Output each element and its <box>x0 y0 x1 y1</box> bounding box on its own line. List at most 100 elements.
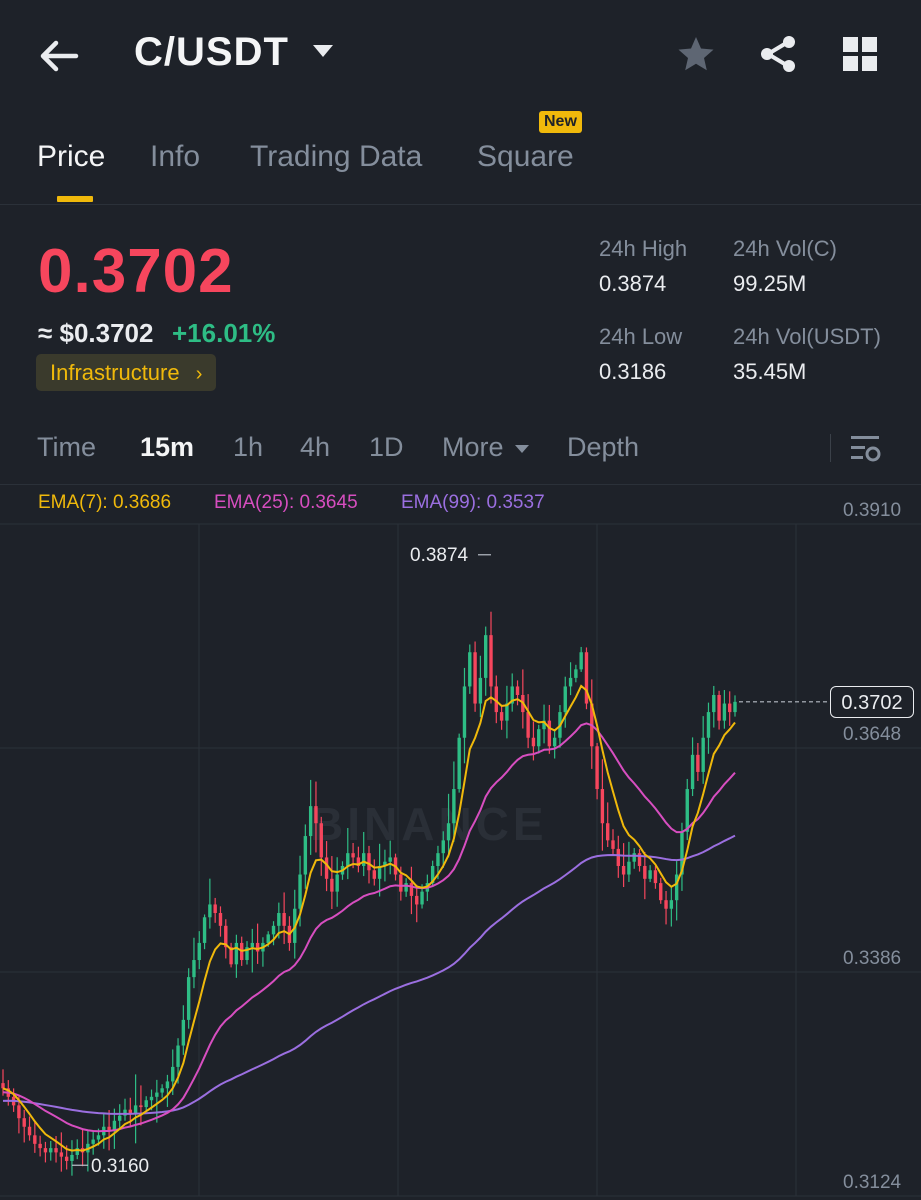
candle-body <box>54 1148 58 1153</box>
usd-price: ≈ $0.3702 <box>38 318 154 348</box>
candle-body <box>547 720 552 747</box>
candle-body <box>123 1109 127 1116</box>
candle-body <box>144 1100 148 1108</box>
candle-body <box>351 853 355 858</box>
interval-time[interactable]: Time <box>37 432 96 462</box>
candle-body <box>213 904 217 914</box>
candle-body <box>483 635 488 678</box>
ema99-label: EMA(99): 0.3537 <box>401 492 545 513</box>
candle-body <box>420 891 424 905</box>
candle-body <box>75 1148 79 1155</box>
interval-1h[interactable]: 1h <box>233 432 264 462</box>
candle-body <box>680 831 684 875</box>
y-tick-label: 0.3648 <box>843 724 902 745</box>
candle-body <box>399 874 403 892</box>
candle-body <box>271 925 276 935</box>
chart-settings-icon[interactable] <box>850 434 882 464</box>
category-tag[interactable]: Infrastructure › <box>36 354 217 391</box>
candle-body <box>335 874 339 892</box>
candle-body <box>505 703 509 721</box>
candle-body <box>404 883 408 892</box>
candle-body <box>282 913 286 926</box>
candle-body <box>277 913 281 926</box>
interval-4h[interactable]: 4h <box>300 432 331 462</box>
candle-body <box>568 677 573 687</box>
price-change-percent: +16.01% <box>172 318 276 348</box>
share-icon[interactable] <box>758 34 798 74</box>
candle-body <box>229 947 233 965</box>
candle-body <box>27 1126 32 1136</box>
candle-body <box>314 806 318 824</box>
candle-body <box>155 1092 159 1097</box>
candle-body <box>181 1019 186 1046</box>
low-annotation-label: 0.3160 <box>91 1156 149 1177</box>
candle-body <box>616 848 621 866</box>
tab-info[interactable]: Info <box>150 140 201 173</box>
candle-body <box>17 1105 21 1119</box>
tab-square[interactable]: Square <box>477 140 574 173</box>
high-annotation: 0.3874 <box>410 545 491 566</box>
candle-body <box>664 900 668 909</box>
candle-body <box>346 853 350 866</box>
candle-body <box>722 703 727 721</box>
candle-body <box>186 977 191 1020</box>
vol-base-value: 99.25M <box>733 271 807 296</box>
candle-body <box>266 934 270 943</box>
candle-body <box>107 1126 111 1132</box>
candle-body <box>696 754 700 772</box>
candle-body <box>494 686 499 713</box>
grid-icon[interactable] <box>842 36 878 72</box>
candle-body <box>499 712 504 721</box>
candle-body <box>452 789 456 824</box>
candle-body <box>171 1066 175 1082</box>
current-price-label: 0.3702 <box>830 685 914 718</box>
candle-body <box>361 853 366 866</box>
candle-body <box>552 737 557 747</box>
tab-trading-data[interactable]: Trading Data <box>250 140 423 173</box>
candle-body <box>674 874 679 901</box>
interval-more[interactable]: More <box>442 432 530 463</box>
candle-body <box>531 737 536 747</box>
low-value: 0.3186 <box>599 359 667 384</box>
last-price: 0.3702 <box>38 237 234 306</box>
y-tick-label: 0.3386 <box>843 948 902 969</box>
candle-body <box>319 823 323 858</box>
high-label: 24h High <box>599 236 688 261</box>
interval-1d[interactable]: 1D <box>369 432 404 462</box>
candle-body <box>133 1105 138 1114</box>
star-icon[interactable] <box>676 34 716 74</box>
candle-body <box>255 942 260 952</box>
candle-body <box>600 789 605 824</box>
caret-down-icon[interactable] <box>312 44 334 58</box>
interval-depth[interactable]: Depth <box>567 432 640 462</box>
low-label: 24h Low <box>599 324 683 349</box>
candle-body <box>377 865 382 879</box>
pair-title[interactable]: C/USDT <box>134 30 289 74</box>
candle-body <box>367 853 371 871</box>
candle-body <box>70 1154 74 1161</box>
candle-body <box>64 1156 69 1161</box>
candle-body <box>690 754 695 790</box>
candle-body <box>473 652 477 704</box>
tab-price[interactable]: Price <box>37 140 106 173</box>
candle-body <box>526 712 530 738</box>
candle-body <box>627 861 631 875</box>
candle-body <box>478 677 483 704</box>
candle-body <box>537 729 541 747</box>
interval-15m[interactable]: 15m <box>140 432 195 462</box>
candle-body <box>515 686 520 695</box>
candle-body <box>584 652 589 704</box>
grid-lines <box>0 523 921 1197</box>
candle-body <box>139 1105 143 1108</box>
candlestick-chart[interactable]: BINANCE 0.3874 0.3160 <box>0 486 921 1200</box>
candle-body <box>579 652 583 670</box>
candle-body <box>112 1120 117 1132</box>
candle-body <box>462 686 467 738</box>
candle-body <box>149 1096 154 1101</box>
back-arrow-icon[interactable] <box>38 36 82 76</box>
candle-body <box>43 1148 48 1153</box>
candle-body <box>388 857 392 862</box>
low-annotation: 0.3160 <box>71 1156 149 1177</box>
candle-body <box>176 1045 180 1067</box>
vol-quote-value: 35.45M <box>733 359 807 384</box>
